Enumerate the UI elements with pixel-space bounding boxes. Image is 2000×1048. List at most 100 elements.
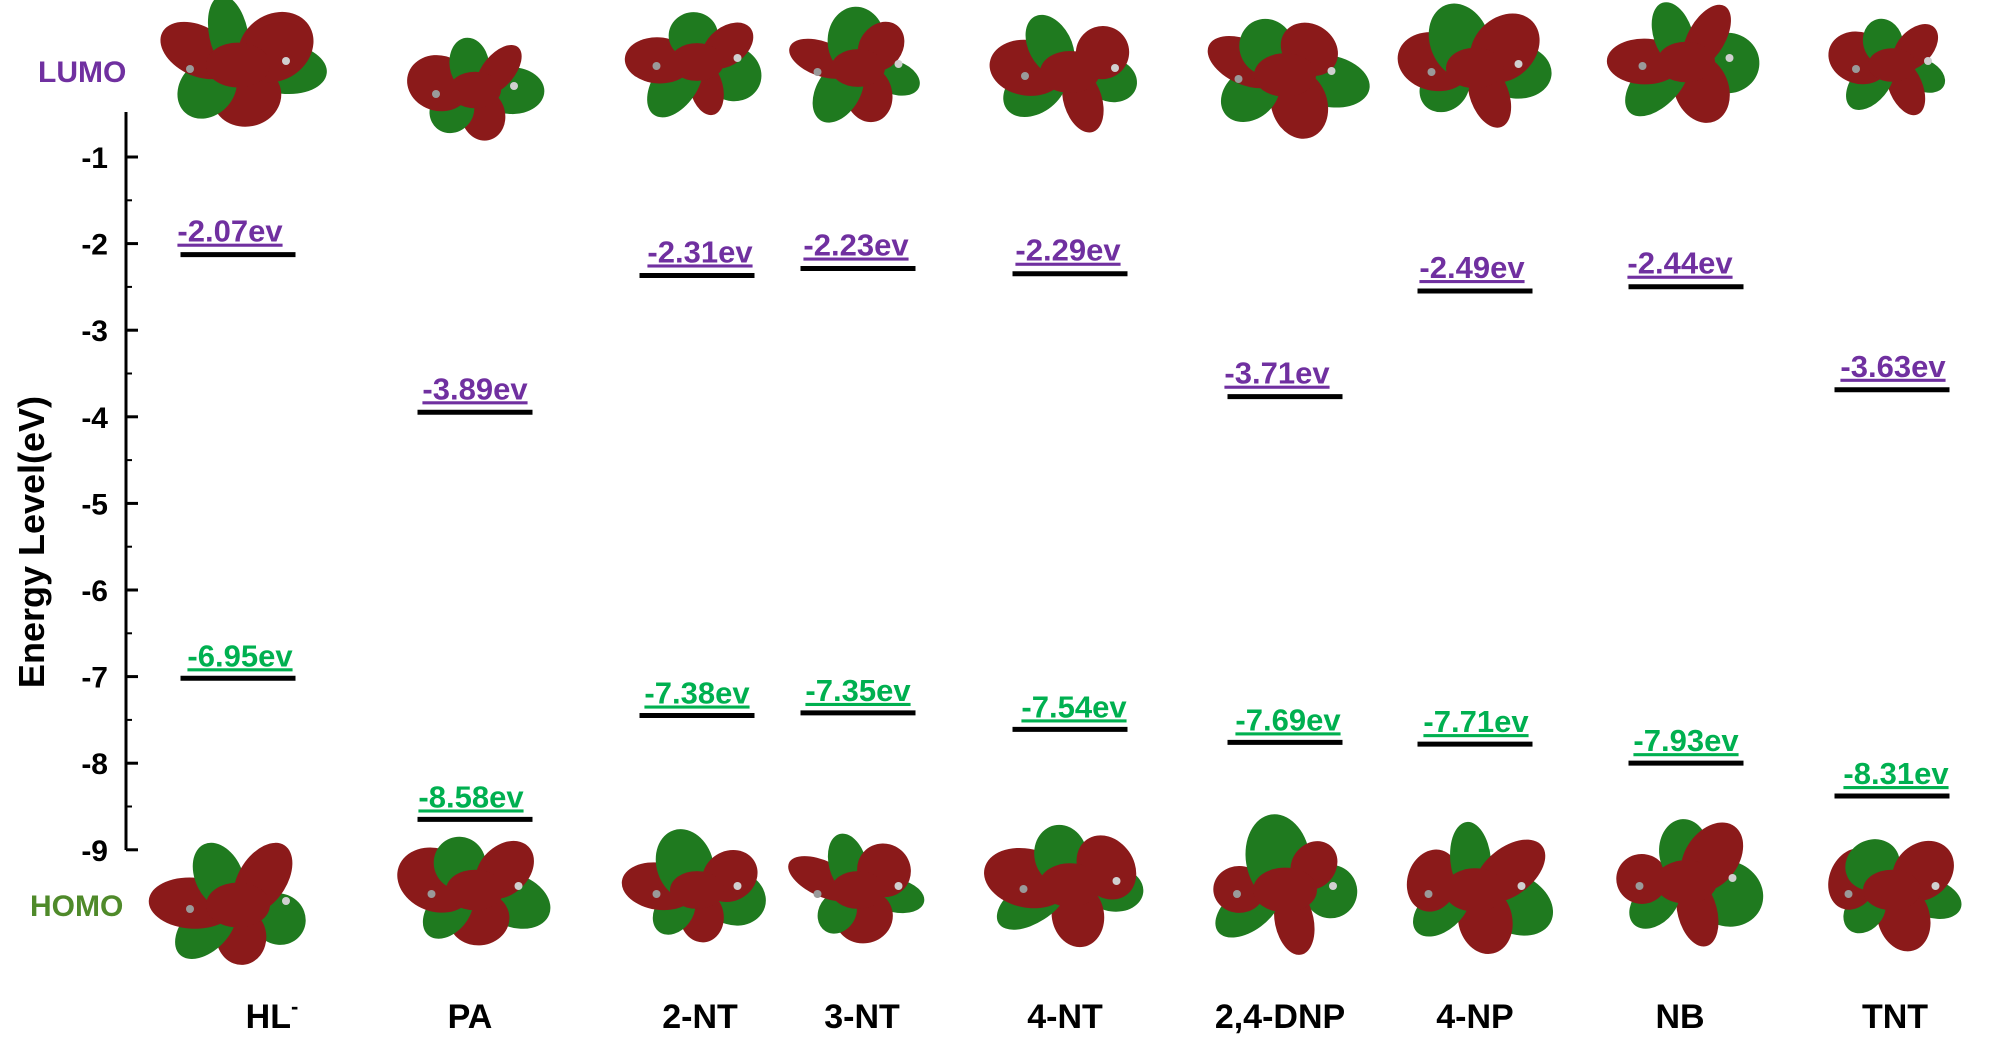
atom-dot [427,890,436,898]
atom-dot [186,905,194,913]
atom-dot [652,890,661,898]
red-lobe [1655,860,1717,904]
homo-value-label: -7.38ev [644,676,750,711]
atom-dot [514,882,523,890]
atom-dot [652,62,661,70]
lumo-value-label: -3.71ev [1224,356,1330,391]
red-lobe [1254,53,1316,97]
atom-dot [894,882,903,890]
homo-orbital-icon [1406,821,1554,954]
energy-levels: -2.07ev -3.89ev -2.31ev -2.23ev -2.29ev -3.71… [177,214,1950,822]
atom-dot [1111,64,1119,72]
atom-dot [1514,60,1523,68]
homo-orbital-images [148,814,1962,965]
atom-dot [1327,67,1336,75]
atom-dot [1233,890,1241,898]
lumo-orbital-icon [1397,3,1552,128]
atom-dot [432,90,440,98]
atom-dot [1019,885,1028,893]
homo-orbital-icon [984,824,1144,948]
atom-dot [894,60,903,68]
red-lobe [670,871,724,909]
homo-value-label: -6.95ev [187,638,293,673]
red-lobe [1444,868,1506,912]
atom-dot [1924,57,1932,65]
lumo-orbital-icon [789,6,920,123]
lumo-value-label: -2.49ev [1419,250,1525,285]
red-lobe [1039,863,1101,907]
red-lobe [831,871,885,909]
red-lobe [449,71,501,109]
atom-dot [813,68,822,76]
homo-orbital-icon [788,833,925,944]
y-tick-label: -6 [81,575,108,608]
category-label: 4-NT [1027,998,1103,1036]
red-lobe [1657,41,1715,83]
homo-value-label: -7.93ev [1633,723,1739,758]
homo-value-label: -8.58ev [418,779,524,814]
y-tick-label: -2 [81,229,108,262]
category-label: 3-NT [824,998,900,1036]
lumo-orbital-icon [160,0,327,127]
y-tick-label: -5 [81,488,108,521]
y-tick-label: -4 [81,402,108,435]
y-tick-label: -1 [81,142,108,175]
category-label: NB [1655,998,1704,1036]
red-lobe [831,49,885,87]
homo-value-label: -7.69ev [1235,702,1341,737]
atom-dot [510,82,518,90]
y-axis: -1 -2 -3 -4 -5 -6 -7 -8 -9 [81,112,138,868]
category-label: TNT [1862,998,1928,1036]
y-tick-label: -8 [81,748,108,781]
lumo-value-label: -2.23ev [803,228,909,263]
lumo-orbital-icon [1828,18,1946,116]
y-tick-label: -7 [81,662,108,695]
atom-dot [1635,882,1644,890]
atom-dot [1427,68,1436,76]
category-label: PA [448,998,493,1036]
y-axis-label: Energy Level(eV) [11,396,52,688]
red-lobe [1616,853,1668,904]
homo-value-label: -8.31ev [1843,756,1949,791]
red-lobe [1253,867,1317,913]
red-lobe [1863,869,1921,911]
homo-orbital-icon [397,836,551,946]
lumo-orbital-icon [624,12,762,118]
atom-dot [282,57,290,65]
atom-dot [1728,874,1737,882]
category-labels: HL- PA 2-NT 3-NT 4-NT 2,4-DNP 4-NP NB TNT [246,994,1929,1036]
atom-dot [1638,62,1647,70]
atom-dot [1517,882,1526,890]
homo-orbital-icon [1828,839,1962,952]
atom-dot [1852,65,1860,73]
red-lobe [206,882,270,928]
lumo-value-label: -3.63ev [1840,349,1946,384]
red-lobe [1868,48,1916,82]
category-label: 2,4-DNP [1215,998,1345,1036]
lumo-value-label: -2.07ev [177,214,283,249]
lumo-orbital-icon [989,14,1137,133]
y-tick-label: -3 [81,315,108,348]
lumo-value-label: -2.29ev [1015,233,1121,268]
red-lobe [206,42,270,88]
category-label: 2-NT [662,998,738,1036]
red-lobe [1040,51,1100,93]
homo-orbital-icon [621,829,766,943]
atom-dot [733,882,742,890]
atom-dot [733,54,742,62]
homo-tag: HOMO [30,890,123,923]
lumo-value-label: -3.89ev [422,371,528,406]
atom-dot [1424,890,1433,898]
category-label: HL- [246,994,299,1036]
lumo-tag: LUMO [38,56,126,89]
homo-value-label: -7.35ev [805,673,911,708]
lumo-orbital-icon [407,37,545,141]
homo-orbital-icon [148,842,306,965]
lumo-orbital-icon [1606,2,1760,123]
red-lobe [670,43,724,81]
atom-dot [186,65,194,73]
lumo-value-label: -2.31ev [647,234,753,269]
atom-dot [282,897,290,905]
red-lobe [446,869,504,911]
